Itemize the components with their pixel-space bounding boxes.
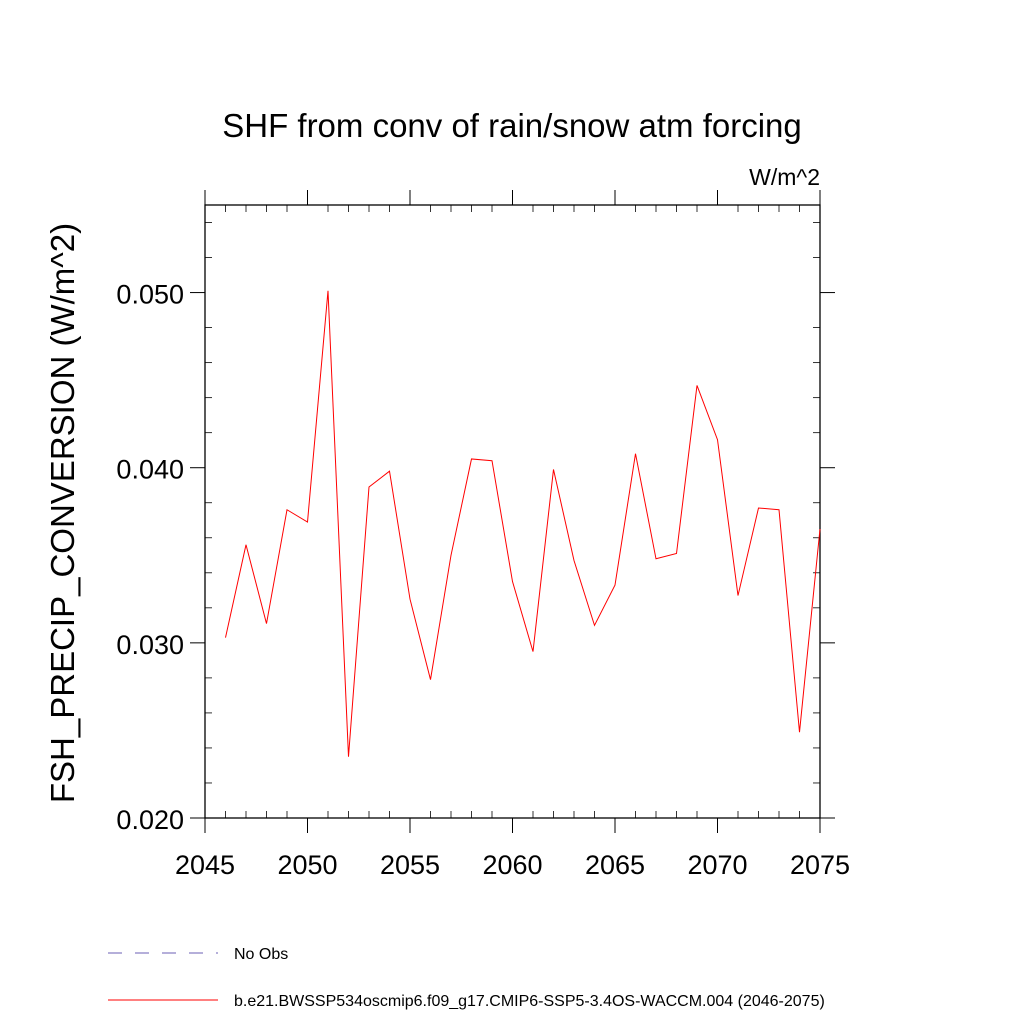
chart-title: SHF from conv of rain/snow atm forcing bbox=[222, 107, 802, 144]
x-axis-ticks: 2045 2050 2055 2060 2065 2070 2075 bbox=[175, 190, 850, 880]
plot-frame bbox=[204, 204, 821, 819]
y-tick-label: 0.050 bbox=[116, 280, 184, 310]
legend: No Obs b.e21.BWSSP534oscmip6.f09_g17.CMI… bbox=[108, 946, 825, 1010]
series-line bbox=[225, 290, 821, 757]
y-tick-label: 0.030 bbox=[116, 630, 184, 660]
x-tick-label: 2050 bbox=[277, 850, 337, 880]
x-tick-label: 2075 bbox=[790, 850, 850, 880]
y-axis-ticks: 0.020 0.030 0.040 0.050 bbox=[116, 280, 835, 835]
x-tick-label: 2065 bbox=[585, 850, 645, 880]
y-tick-label: 0.040 bbox=[116, 455, 184, 485]
x-tick-label: 2070 bbox=[687, 850, 747, 880]
legend-label-model-run: b.e21.BWSSP534oscmip6.f09_g17.CMIP6-SSP5… bbox=[234, 993, 825, 1010]
x-tick-label: 2055 bbox=[380, 850, 440, 880]
series-layer bbox=[225, 290, 821, 757]
y-tick-label: 0.020 bbox=[116, 805, 184, 835]
units-label: W/m^2 bbox=[749, 164, 820, 190]
legend-label-no-obs: No Obs bbox=[234, 946, 288, 963]
x-tick-label: 2045 bbox=[175, 850, 235, 880]
minor-ticks bbox=[205, 205, 820, 818]
y-axis-label: FSH_PRECIP_CONVERSION (W/m^2) bbox=[44, 223, 81, 803]
x-tick-label: 2060 bbox=[482, 850, 542, 880]
